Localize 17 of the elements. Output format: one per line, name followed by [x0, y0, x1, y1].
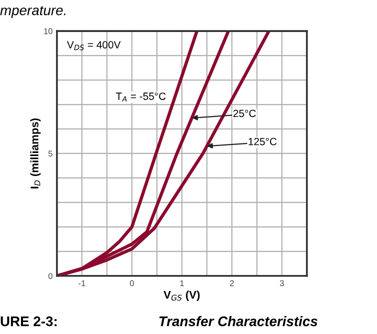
y-axis-title: I$_{D}$ (milliamps): [30, 118, 41, 188]
x-tick-label: 1: [180, 280, 184, 286]
y-tick-label: 0: [48, 273, 52, 279]
annotation: 125°C: [248, 138, 277, 146]
annotation: V$_{DS}$ = 400V: [66, 41, 121, 50]
annotation: T$_{A}$ = -55°C: [116, 92, 166, 102]
text: Transfer Characteristics: [159, 316, 318, 326]
x-axis-title: V$_{GS}$ (V): [164, 290, 200, 301]
x-tick-label: 3: [280, 280, 284, 286]
x-tick-label: 2: [230, 280, 234, 286]
y-tick-label: 10: [44, 28, 52, 34]
text: URE 2-3:: [0, 316, 57, 326]
text: mperature.: [0, 6, 66, 18]
x-tick-label: -1: [78, 280, 86, 286]
annotation: 25°C: [233, 110, 256, 118]
x-tick-label: 0: [130, 280, 134, 286]
y-tick-label: 5: [48, 150, 52, 157]
